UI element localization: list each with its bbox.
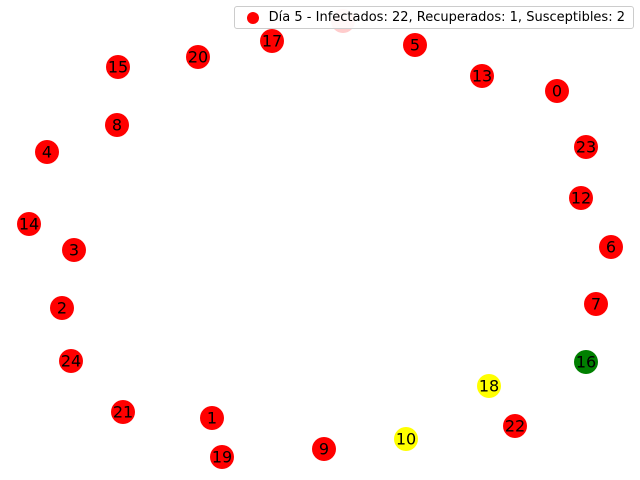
node-2: 2: [50, 296, 74, 320]
node-circle: [569, 186, 593, 210]
node-label: 23: [576, 138, 596, 157]
node-3: 3: [62, 238, 86, 262]
node-label: 5: [410, 36, 420, 55]
node-8: 8: [105, 113, 129, 137]
node-label: 4: [42, 143, 52, 162]
node-circle: [35, 140, 59, 164]
node-9: 9: [312, 437, 336, 461]
node-circle: [599, 235, 623, 259]
node-22: 22: [503, 414, 527, 438]
node-circle: [50, 296, 74, 320]
node-label: 18: [479, 377, 499, 396]
node-circle: [59, 349, 83, 373]
legend-marker: [246, 11, 259, 24]
node-circle: [394, 427, 418, 451]
node-circle: [106, 55, 130, 79]
node-circle: [403, 33, 427, 57]
node-label: 8: [112, 116, 122, 135]
node-circle: [210, 445, 234, 469]
legend: Día 5 - Infectados: 22, Recuperados: 1, …: [233, 6, 634, 29]
node-12: 12: [569, 186, 593, 210]
node-10: 10: [394, 427, 418, 451]
node-circle: [545, 79, 569, 103]
node-circle: [105, 113, 129, 137]
node-label: 19: [212, 448, 232, 467]
node-circle: [17, 212, 41, 236]
node-circle: [470, 64, 494, 88]
node-7: 7: [584, 292, 608, 316]
node-18: 18: [477, 374, 501, 398]
node-1: 1: [200, 406, 224, 430]
node-circle: [574, 135, 598, 159]
node-15: 15: [106, 55, 130, 79]
node-label: 24: [61, 352, 81, 371]
node-13: 13: [470, 64, 494, 88]
node-label: 2: [57, 299, 67, 318]
node-14: 14: [17, 212, 41, 236]
node-label: 16: [576, 353, 596, 372]
node-4: 4: [35, 140, 59, 164]
node-label: 3: [69, 241, 79, 260]
node-circle: [574, 350, 598, 374]
node-label: 9: [319, 440, 329, 459]
node-label: 22: [505, 417, 525, 436]
node-label: 6: [606, 238, 616, 257]
node-19: 19: [210, 445, 234, 469]
node-label: 15: [108, 58, 128, 77]
node-circle: [260, 29, 284, 53]
node-16: 16: [574, 350, 598, 374]
node-label: 20: [188, 48, 208, 67]
node-label: 10: [396, 430, 416, 449]
node-circle: [503, 414, 527, 438]
node-circle: [200, 406, 224, 430]
node-label: 7: [591, 295, 601, 314]
node-circle: [111, 400, 135, 424]
node-23: 23: [574, 135, 598, 159]
node-5: 5: [403, 33, 427, 57]
node-0: 0: [545, 79, 569, 103]
node-24: 24: [59, 349, 83, 373]
node-20: 20: [186, 45, 210, 69]
node-circle: [584, 292, 608, 316]
legend-label: Día 5 - Infectados: 22, Recuperados: 1, …: [268, 10, 625, 25]
node-label: 12: [571, 189, 591, 208]
node-circle: [477, 374, 501, 398]
node-17: 17: [260, 29, 284, 53]
node-circle: [312, 437, 336, 461]
node-6: 6: [599, 235, 623, 259]
node-21: 21: [111, 400, 135, 424]
node-label: 14: [19, 215, 39, 234]
node-label: 21: [113, 403, 133, 422]
node-label: 0: [552, 82, 562, 101]
node-label: 17: [262, 32, 282, 51]
node-label: 13: [472, 67, 492, 86]
node-label: 1: [207, 409, 217, 428]
node-circle: [62, 238, 86, 262]
node-circle: [186, 45, 210, 69]
